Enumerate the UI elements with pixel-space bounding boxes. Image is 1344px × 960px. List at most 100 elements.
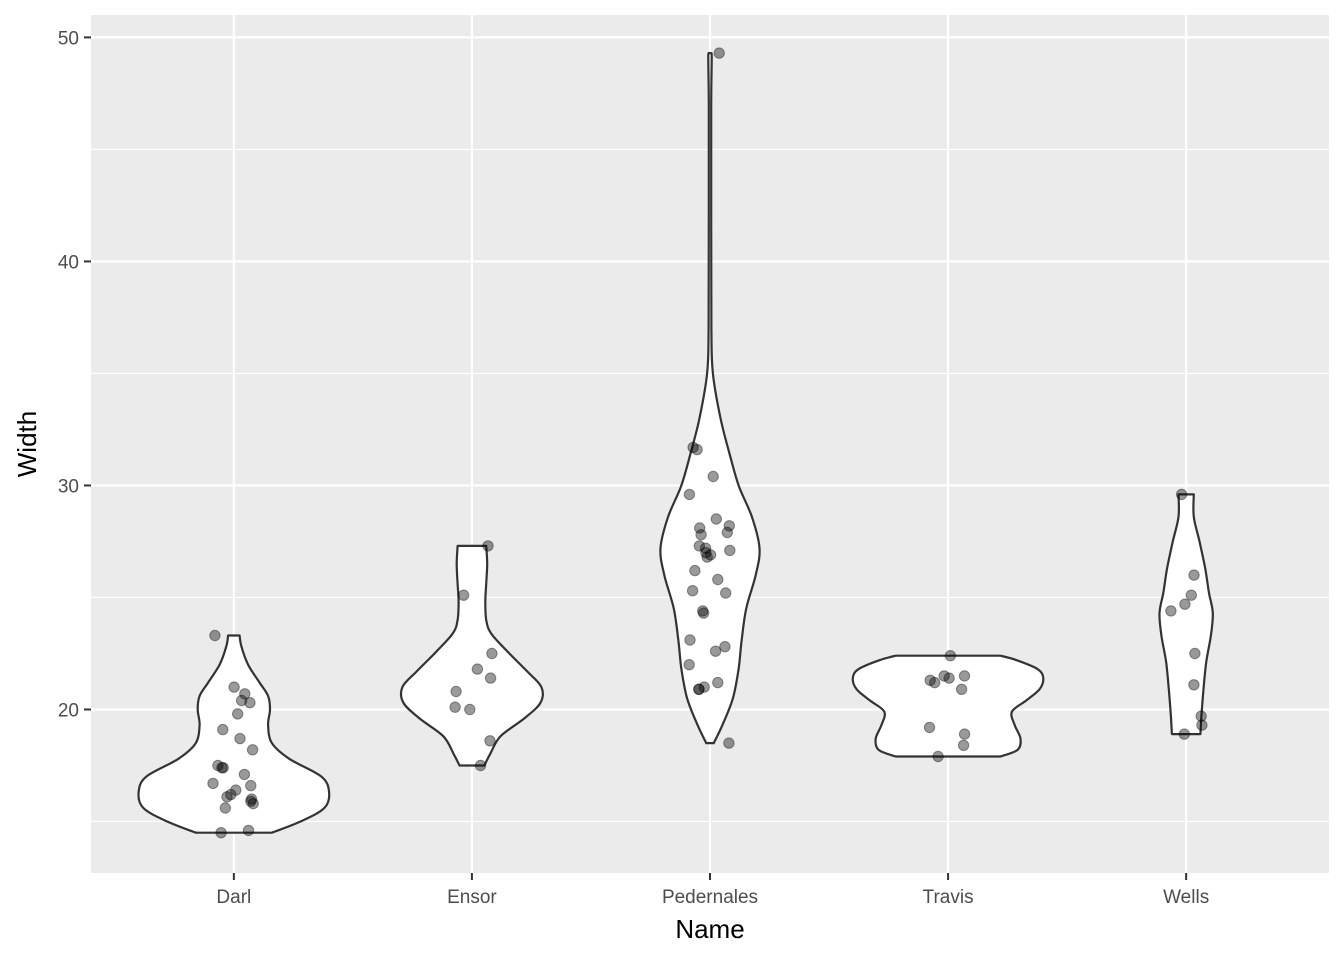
- data-point: [693, 540, 705, 552]
- y-axis: 20 30 40 50: [58, 28, 91, 721]
- data-point: [958, 670, 971, 682]
- violin-travis: [851, 654, 1045, 758]
- data-point: [707, 470, 719, 483]
- y-tick-label: 50: [58, 28, 79, 49]
- data-point: [484, 672, 497, 684]
- data-point: [712, 676, 724, 689]
- data-point: [713, 47, 725, 59]
- y-tick-label: 30: [58, 476, 79, 497]
- data-point: [1175, 488, 1188, 501]
- data-point: [449, 701, 461, 713]
- data-point: [221, 791, 233, 803]
- data-point: [219, 802, 232, 814]
- data-point: [938, 670, 950, 682]
- data-point: [246, 744, 259, 756]
- data-point: [471, 663, 484, 675]
- data-point: [217, 723, 229, 736]
- data-point: [1189, 647, 1201, 660]
- data-point: [929, 676, 941, 689]
- data-point: [693, 683, 705, 695]
- data-point: [235, 694, 248, 707]
- data-point: [694, 522, 706, 534]
- data-point: [232, 708, 244, 720]
- data-point: [245, 779, 257, 792]
- data-point: [486, 647, 498, 660]
- data-point: [689, 564, 701, 577]
- data-point: [687, 441, 699, 454]
- data-point: [944, 650, 957, 662]
- data-point: [955, 683, 968, 695]
- data-point: [238, 768, 251, 781]
- violin-darl: [137, 634, 331, 834]
- data-point: [710, 513, 722, 525]
- data-point: [943, 672, 955, 684]
- x-axis-title: Name: [675, 914, 744, 944]
- data-point: [464, 703, 476, 716]
- data-point: [684, 634, 696, 646]
- violin-pedernales: [659, 52, 761, 745]
- data-point: [1188, 569, 1200, 581]
- violin-ensor: [399, 544, 544, 767]
- data-point: [709, 645, 722, 657]
- data-point: [683, 488, 696, 501]
- data-point: [225, 788, 237, 801]
- data-point: [242, 824, 255, 837]
- x-axis: Darl Ensor Pedernales Travis Wells: [216, 873, 1209, 908]
- data-point: [721, 526, 733, 539]
- data-point: [215, 827, 227, 839]
- data-point: [700, 547, 712, 559]
- x-tick-label: Travis: [923, 887, 974, 908]
- data-point: [1185, 589, 1198, 601]
- data-point: [686, 585, 699, 597]
- data-point: [723, 520, 735, 532]
- data-point: [1179, 598, 1191, 610]
- data-point: [207, 777, 219, 790]
- x-tick-label: Pedernales: [662, 887, 758, 908]
- data-point: [239, 688, 251, 700]
- data-point: [695, 529, 707, 541]
- data-point: [712, 573, 724, 586]
- violins: [137, 52, 1214, 834]
- data-point: [1165, 605, 1177, 617]
- data-point: [230, 784, 242, 796]
- data-point: [1178, 728, 1191, 740]
- x-tick-label: Darl: [216, 887, 251, 908]
- data-point: [209, 629, 221, 642]
- data-point: [245, 795, 257, 807]
- data-point: [234, 732, 246, 745]
- data-point: [228, 681, 240, 693]
- data-point: [957, 739, 970, 751]
- data-point: [1196, 719, 1208, 731]
- data-point: [484, 735, 496, 747]
- jitter-points: [207, 47, 1208, 839]
- data-point: [450, 685, 462, 698]
- data-point: [245, 793, 258, 805]
- data-point: [932, 750, 944, 763]
- data-point: [457, 589, 470, 601]
- data-point: [720, 587, 732, 599]
- data-point: [697, 607, 710, 619]
- data-point: [924, 674, 936, 686]
- data-point: [697, 605, 709, 617]
- y-tick-label: 20: [58, 700, 79, 721]
- data-point: [724, 544, 736, 557]
- data-point: [693, 683, 705, 695]
- y-tick-label: 40: [58, 252, 79, 273]
- data-point: [923, 721, 936, 734]
- data-point: [958, 728, 971, 740]
- y-axis-title: Width: [12, 411, 42, 477]
- data-point: [691, 443, 703, 456]
- data-point: [217, 762, 229, 774]
- data-point: [701, 551, 713, 563]
- x-tick-label: Wells: [1163, 887, 1209, 908]
- data-point: [683, 659, 695, 671]
- data-point: [216, 762, 228, 774]
- violin-wells: [1158, 493, 1214, 736]
- data-point: [1188, 679, 1200, 691]
- data-point: [723, 737, 735, 749]
- data-point: [698, 681, 710, 693]
- data-point: [212, 759, 224, 772]
- x-tick-label: Ensor: [447, 887, 497, 908]
- data-point: [474, 759, 487, 772]
